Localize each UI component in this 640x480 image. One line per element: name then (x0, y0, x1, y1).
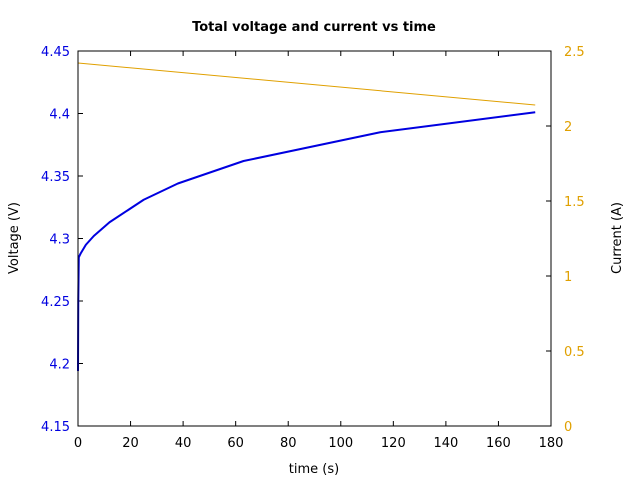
x-tick-label: 40 (175, 436, 192, 451)
y-right-tick-label: 2 (564, 120, 572, 135)
y-left-tick-label: 4.35 (41, 170, 70, 185)
x-tick-label: 120 (381, 436, 406, 451)
y-left-tick-label: 4.25 (41, 295, 70, 310)
axes: 0 20 40 60 80 100 120 140 160 1804.154.24.254.34.… (41, 45, 585, 451)
voltage-line (77, 111, 536, 372)
y-left-tick-label: 4.4 (49, 108, 70, 123)
x-tick-label: 80 (280, 436, 297, 451)
x-tick-label: 60 (227, 436, 244, 451)
x-tick-label: 180 (539, 436, 564, 451)
y-right-tick-label: 0.5 (564, 345, 585, 360)
x-axis-label: time (s) (289, 462, 339, 477)
y-left-tick-label: 4.3 (49, 233, 70, 248)
plot-frame (77, 50, 552, 427)
y-right-tick-label: 1 (564, 270, 572, 285)
plot-border (77, 50, 552, 427)
y-axis-right-label: Current (A) (610, 202, 625, 274)
x-tick-label: 0 (74, 436, 82, 451)
y-right-tick-label: 2.5 (564, 45, 585, 60)
x-tick-label: 160 (486, 436, 511, 451)
current-line (77, 62, 536, 106)
chart-title: Total voltage and current vs time (192, 20, 436, 35)
y-right-tick-label: 0 (564, 420, 572, 435)
y-left-tick-label: 4.45 (41, 45, 70, 60)
y-right-tick-label: 1.5 (564, 195, 585, 210)
x-tick-label: 100 (328, 436, 353, 451)
y-left-tick-label: 4.2 (49, 358, 70, 373)
y-left-tick-label: 4.15 (41, 420, 70, 435)
x-tick-label: 140 (433, 436, 458, 451)
x-tick-label: 20 (122, 436, 139, 451)
y-axis-left-label: Voltage (V) (7, 202, 22, 274)
series-layer (77, 62, 536, 372)
